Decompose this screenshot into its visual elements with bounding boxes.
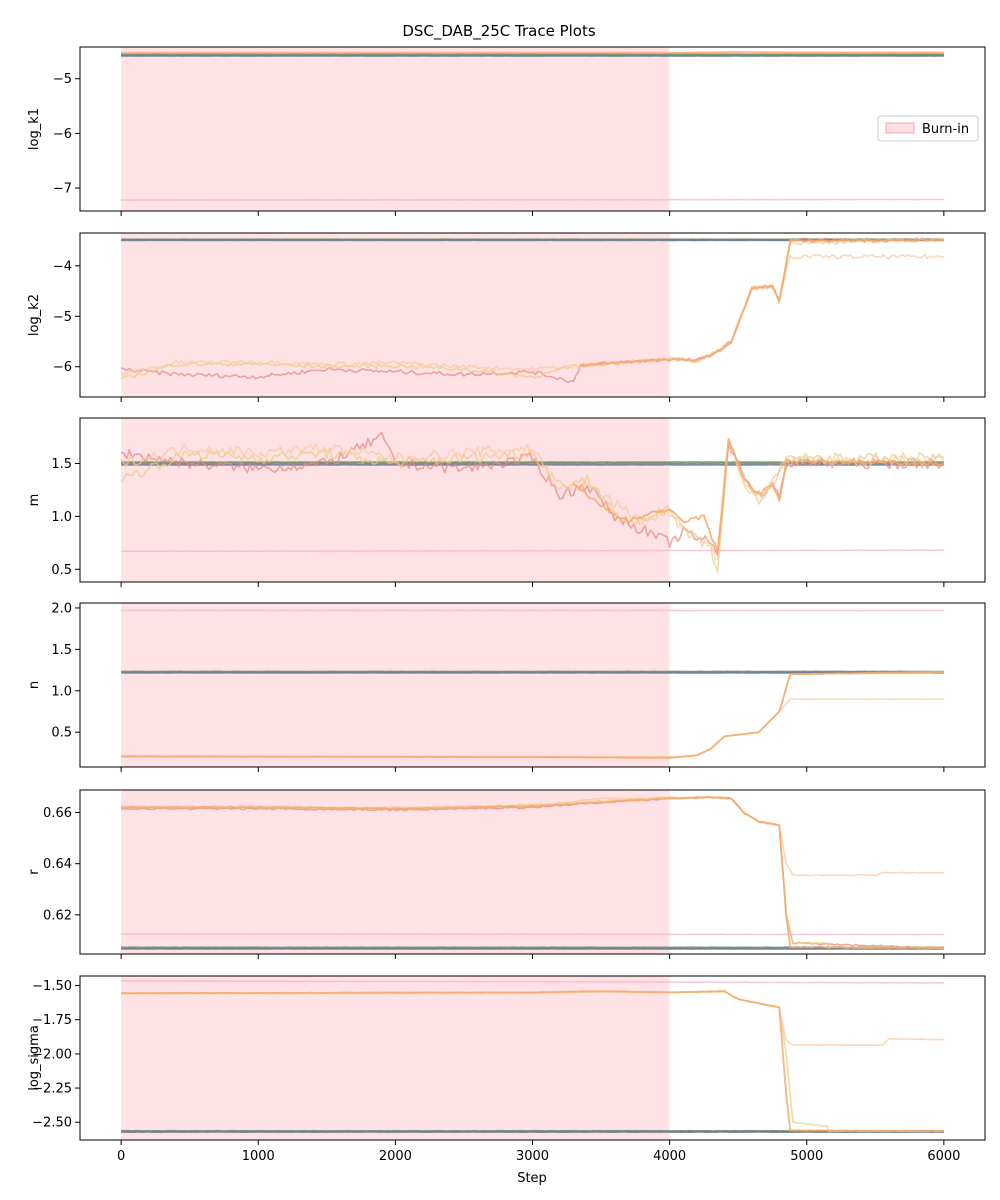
series-group — [121, 51, 944, 201]
panel-log_k2: −6 −5 −4 log_k2 — [27, 232, 986, 402]
y-tick-label: −5 — [53, 72, 72, 87]
series-group — [120, 979, 944, 1133]
x-tick-label: 3000 — [516, 1149, 549, 1164]
y-tick-label: −2.50 — [32, 1116, 72, 1131]
burn-in-region — [121, 603, 670, 767]
panel-n: 0.5 1.0 1.5 2.0 n — [27, 601, 986, 772]
trace-line-pink — [121, 933, 944, 936]
panel-r: 0.62 0.64 0.66 r — [27, 789, 986, 959]
y-axis-label: log_sigma — [27, 1025, 42, 1091]
series-group — [120, 237, 945, 384]
y-tick-label: 0.64 — [43, 857, 72, 872]
y-tick-label: 1.5 — [51, 457, 72, 472]
trace-line-orange — [121, 990, 944, 1133]
x-tick-label: 5000 — [790, 1149, 823, 1164]
y-tick-label: −7 — [53, 182, 72, 197]
trace-line-orange — [121, 51, 944, 54]
y-tick-label: −2.25 — [32, 1082, 72, 1097]
panel-m: 0.5 1.0 1.5 m — [27, 417, 986, 587]
burn-in-region — [121, 418, 670, 582]
panel-log_sigma: −2.50 −2.25 −2.00 −1.75 −1.50 0 1000 2000 3000 40… — [27, 975, 986, 1164]
y-tick-label: 0.5 — [51, 563, 72, 578]
y-tick-label: −6 — [53, 360, 72, 375]
x-tick-label: 0 — [117, 1149, 125, 1164]
y-tick-label: −2.00 — [32, 1047, 72, 1062]
series-group — [121, 609, 944, 759]
y-tick-label: −1.75 — [32, 1013, 72, 1028]
trace-line-orange — [580, 238, 944, 367]
x-tick-label: 2000 — [379, 1149, 412, 1164]
y-tick-label: 1.0 — [51, 684, 72, 699]
y-axis-label: m — [27, 494, 42, 507]
series-group — [120, 431, 945, 573]
series-group — [120, 795, 945, 950]
trace-line-orange — [120, 795, 944, 950]
trace-line-pink — [121, 979, 944, 984]
burn-in-region — [121, 976, 670, 1140]
y-tick-label: −4 — [53, 259, 72, 274]
y-tick-label: −1.50 — [32, 979, 72, 994]
trace-line-orange — [121, 670, 944, 759]
x-tick-label: 6000 — [927, 1149, 960, 1164]
panels: −7 −6 −5 log_k1 Burn-in −6 −5 −4 log_k2 0.5 1.0 1.5… — [27, 46, 986, 1164]
x-tick-label: 4000 — [653, 1149, 686, 1164]
burn-in-region — [121, 47, 670, 211]
trace-line-tan — [120, 438, 945, 573]
y-tick-label: 0.66 — [43, 806, 72, 821]
legend: Burn-in — [877, 115, 979, 142]
y-axis-label: log_k1 — [27, 108, 42, 150]
trace-line-peach — [120, 253, 944, 376]
x-tick-label: 1000 — [242, 1149, 275, 1164]
y-tick-label: −5 — [53, 310, 72, 325]
y-tick-label: 0.62 — [43, 908, 72, 923]
chart-title: DSC_DAB_25C Trace Plots — [402, 22, 596, 41]
trace-line-pink — [121, 198, 944, 201]
legend-swatch — [885, 122, 915, 134]
x-axis-label: Step — [517, 1171, 547, 1186]
legend-label: Burn-in — [922, 122, 969, 137]
trace-line-orange — [573, 438, 945, 553]
y-tick-label: 2.0 — [51, 601, 72, 616]
panel-log_k1: −7 −6 −5 log_k1 Burn-in — [27, 46, 986, 216]
trace-line-tan — [120, 237, 945, 380]
y-tick-label: 0.5 — [51, 726, 72, 741]
y-tick-label: 1.5 — [51, 643, 72, 658]
y-axis-label: n — [27, 681, 42, 689]
trace-line-red — [120, 237, 944, 384]
y-axis-label: log_k2 — [27, 294, 42, 336]
y-tick-label: 1.0 — [51, 510, 72, 525]
y-axis-label: r — [27, 869, 42, 875]
burn-in-region — [121, 233, 670, 397]
y-tick-label: −6 — [53, 127, 72, 142]
trace-line-pink — [121, 549, 944, 553]
burn-in-region — [121, 790, 670, 954]
